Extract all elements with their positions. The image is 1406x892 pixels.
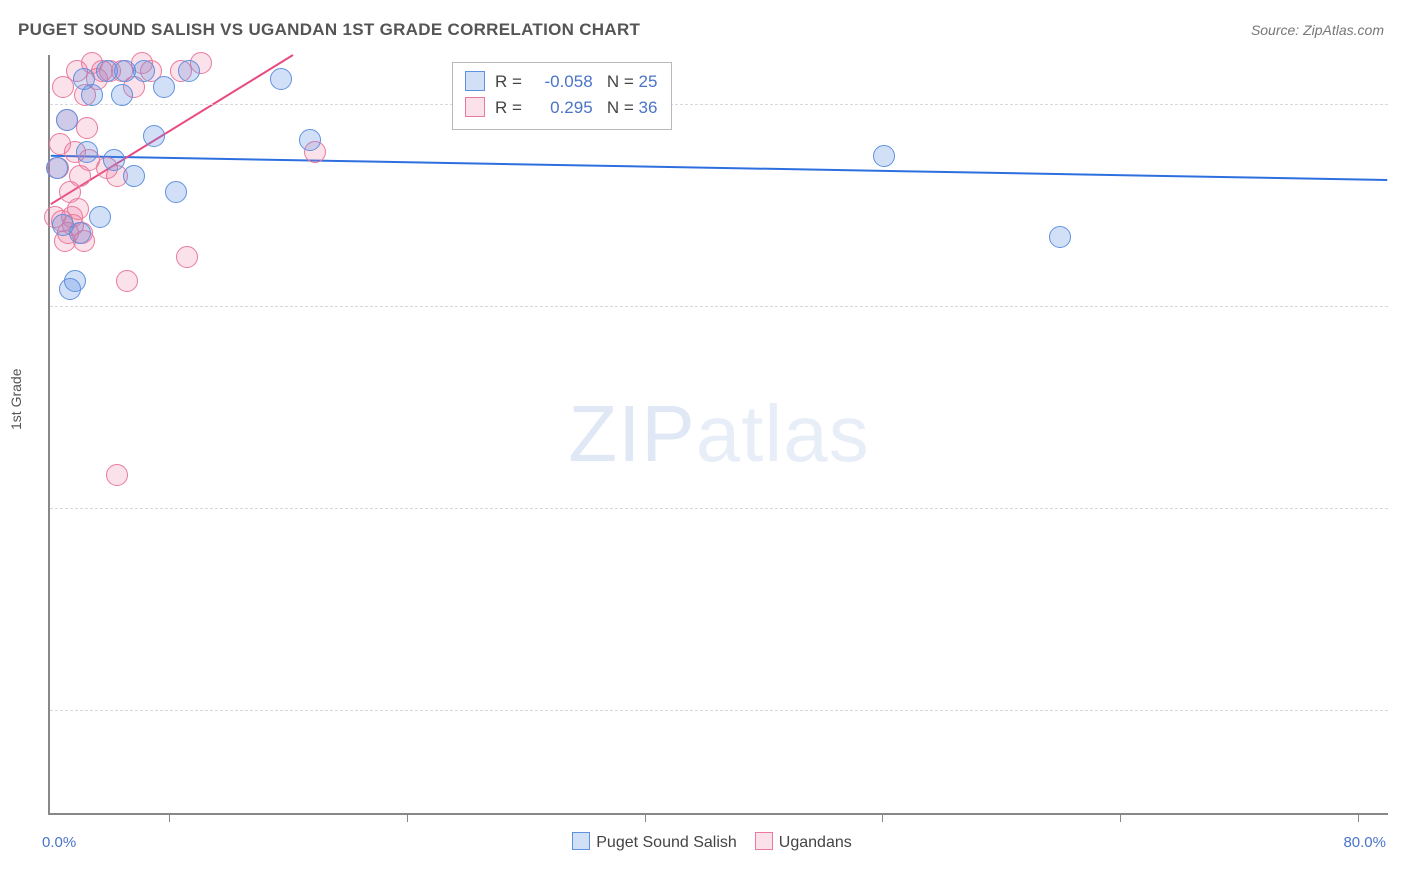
legend-series-label: Puget Sound Salish bbox=[596, 834, 737, 851]
data-point bbox=[106, 464, 128, 486]
legend-n-label: N = bbox=[593, 72, 639, 91]
data-point bbox=[270, 68, 292, 90]
legend-series-label: Ugandans bbox=[779, 834, 852, 851]
x-tick bbox=[169, 813, 170, 822]
x-tick bbox=[882, 813, 883, 822]
legend-r-label: R = bbox=[495, 98, 527, 117]
bottom-legend: Puget Sound Salish Ugandans bbox=[0, 832, 1406, 852]
data-point bbox=[873, 145, 895, 167]
data-point bbox=[76, 117, 98, 139]
data-point bbox=[103, 149, 125, 171]
legend-r-value: 0.295 bbox=[527, 95, 593, 121]
y-tick-label: 95.0% bbox=[1396, 499, 1406, 516]
data-point bbox=[116, 270, 138, 292]
data-point bbox=[176, 246, 198, 268]
legend-swatch bbox=[465, 71, 485, 91]
x-tick bbox=[1358, 813, 1359, 822]
data-point bbox=[123, 165, 145, 187]
y-tick-label: 92.5% bbox=[1396, 701, 1406, 718]
y-tick-label: 97.5% bbox=[1396, 297, 1406, 314]
data-point bbox=[89, 206, 111, 228]
legend-swatch bbox=[572, 832, 590, 850]
source-attribution: Source: ZipAtlas.com bbox=[1251, 22, 1384, 38]
gridline bbox=[50, 710, 1388, 711]
plot-area: ZIPatlas 100.0%97.5%95.0%92.5% bbox=[48, 55, 1388, 815]
trend-lines bbox=[50, 55, 1388, 813]
data-point bbox=[133, 60, 155, 82]
x-tick bbox=[645, 813, 646, 822]
data-point bbox=[64, 270, 86, 292]
chart-title: PUGET SOUND SALISH VS UGANDAN 1ST GRADE … bbox=[18, 20, 640, 40]
chart-container: PUGET SOUND SALISH VS UGANDAN 1ST GRADE … bbox=[0, 0, 1406, 892]
y-tick-label: 100.0% bbox=[1396, 95, 1406, 112]
stats-legend-row: R = -0.058 N = 25 bbox=[465, 69, 657, 95]
x-tick bbox=[1120, 813, 1121, 822]
data-point bbox=[178, 60, 200, 82]
legend-r-label: R = bbox=[495, 72, 527, 91]
data-point bbox=[69, 222, 91, 244]
legend-n-value: 25 bbox=[638, 69, 657, 95]
data-point bbox=[165, 181, 187, 203]
trend-line bbox=[51, 156, 1387, 180]
legend-swatch bbox=[465, 97, 485, 117]
gridline bbox=[50, 508, 1388, 509]
y-axis-label: 1st Grade bbox=[8, 369, 24, 430]
legend-n-label: N = bbox=[593, 98, 639, 117]
data-point bbox=[46, 157, 68, 179]
data-point bbox=[153, 76, 175, 98]
x-tick bbox=[407, 813, 408, 822]
data-point bbox=[81, 84, 103, 106]
gridline bbox=[50, 104, 1388, 105]
stats-legend-row: R = 0.295 N = 36 bbox=[465, 95, 657, 121]
data-point bbox=[111, 84, 133, 106]
legend-r-value: -0.058 bbox=[527, 69, 593, 95]
data-point bbox=[76, 141, 98, 163]
gridline bbox=[50, 306, 1388, 307]
data-point bbox=[143, 125, 165, 147]
legend-n-value: 36 bbox=[638, 95, 657, 121]
legend-swatch bbox=[755, 832, 773, 850]
data-point bbox=[299, 129, 321, 151]
data-point bbox=[1049, 226, 1071, 248]
stats-legend: R = -0.058 N = 25R = 0.295 N = 36 bbox=[452, 62, 672, 130]
data-point bbox=[56, 109, 78, 131]
